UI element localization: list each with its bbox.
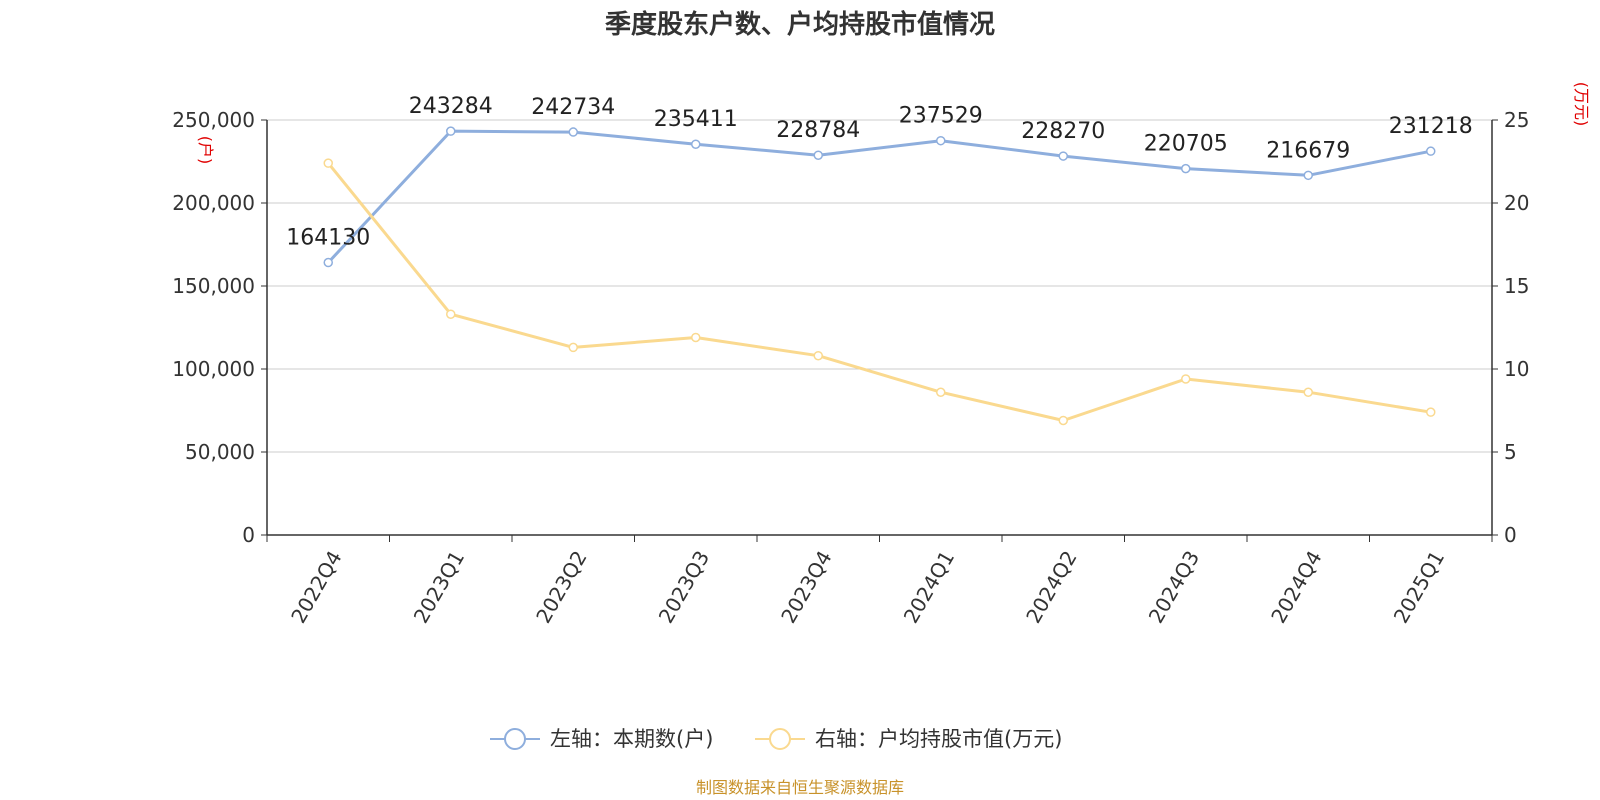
data-point <box>1181 163 1191 174</box>
data-point <box>691 139 701 149</box>
data-point <box>568 342 578 353</box>
data-point <box>1058 415 1068 426</box>
data-point <box>1181 374 1191 384</box>
data-label: 228784 <box>776 118 860 143</box>
data-point <box>1058 151 1068 161</box>
data-point <box>446 309 456 319</box>
data-label: 243284 <box>409 94 493 119</box>
axes: 0 0 50,000 5 100,000 10 150,000 15 200,000 20 250,… <box>172 108 1529 627</box>
left-tick-label: 50,000 <box>185 440 255 464</box>
data-point <box>691 332 701 343</box>
gridlines <box>267 119 1492 453</box>
x-tick-label: 2023Q4 <box>776 547 836 628</box>
data-point <box>936 387 946 397</box>
left-tick-label: 0 <box>242 523 255 547</box>
left-tick-label: 100,000 <box>172 357 255 381</box>
legend-item-left-series[interactable]: 左轴：本期数(户) <box>490 727 713 751</box>
data-label: 216679 <box>1266 138 1350 163</box>
data-point <box>1426 146 1436 156</box>
x-tick-label: 2023Q2 <box>531 547 591 628</box>
data-labels: 164130 243284 242734 235411 228784 237529 2282… <box>286 94 1472 250</box>
chart-title: 季度股东户数、户均持股市值情况 <box>605 9 995 40</box>
right-tick-label: 10 <box>1504 357 1529 381</box>
right-tick-label: 15 <box>1504 274 1529 298</box>
left-tick-label: 250,000 <box>172 108 255 132</box>
data-label: 164130 <box>286 226 370 251</box>
series-lines <box>323 126 1436 426</box>
right-tick-label: 0 <box>1504 523 1517 547</box>
left-tick-label: 200,000 <box>172 191 255 215</box>
data-label: 242734 <box>531 95 615 120</box>
right-tick-label: 5 <box>1504 440 1517 464</box>
series-line-shareholders <box>327 129 1432 264</box>
x-tick-label: 2025Q1 <box>1389 547 1449 628</box>
data-point <box>813 350 823 361</box>
data-label: 231218 <box>1389 114 1473 139</box>
data-point <box>323 257 333 268</box>
x-tick-label: 2024Q1 <box>899 547 959 628</box>
right-tick-label: 20 <box>1504 191 1529 215</box>
data-point <box>936 135 946 146</box>
data-label: 220705 <box>1144 132 1228 157</box>
x-tick-label: 2023Q3 <box>654 547 714 628</box>
series-line-avg-holding-value <box>327 162 1432 422</box>
x-tick-label: 2024Q3 <box>1144 547 1204 628</box>
source-note: 制图数据来自恒生聚源数据库 <box>696 778 904 797</box>
data-point <box>813 150 823 160</box>
x-tick-label: 2022Q4 <box>286 547 346 628</box>
data-point <box>323 158 333 168</box>
left-tick-label: 150,000 <box>172 274 255 298</box>
legend-marker-right <box>769 728 791 750</box>
legend-item-right-series[interactable]: 右轴：户均持股市值(万元) <box>755 727 1062 751</box>
left-axis-unit: (户) <box>196 136 215 165</box>
legend-label-right: 右轴：户均持股市值(万元) <box>815 727 1062 751</box>
legend-marker-left <box>504 728 526 750</box>
data-label: 228270 <box>1021 119 1105 144</box>
data-label: 235411 <box>654 107 738 132</box>
right-axis-unit: (万元) <box>1572 82 1591 127</box>
data-point <box>446 126 456 136</box>
x-tick-label: 2023Q1 <box>409 547 469 628</box>
data-point <box>1303 387 1313 397</box>
x-tick-label: 2024Q4 <box>1266 547 1326 628</box>
x-tick-label: 2024Q2 <box>1021 547 1081 628</box>
data-point <box>1303 170 1313 181</box>
legend[interactable]: 左轴：本期数(户) 右轴：户均持股市值(万元) <box>490 727 1062 751</box>
legend-label-left: 左轴：本期数(户) <box>550 727 713 751</box>
right-tick-label: 25 <box>1504 108 1529 132</box>
data-point <box>1426 407 1436 417</box>
data-label: 237529 <box>899 104 983 129</box>
data-point <box>568 127 578 137</box>
